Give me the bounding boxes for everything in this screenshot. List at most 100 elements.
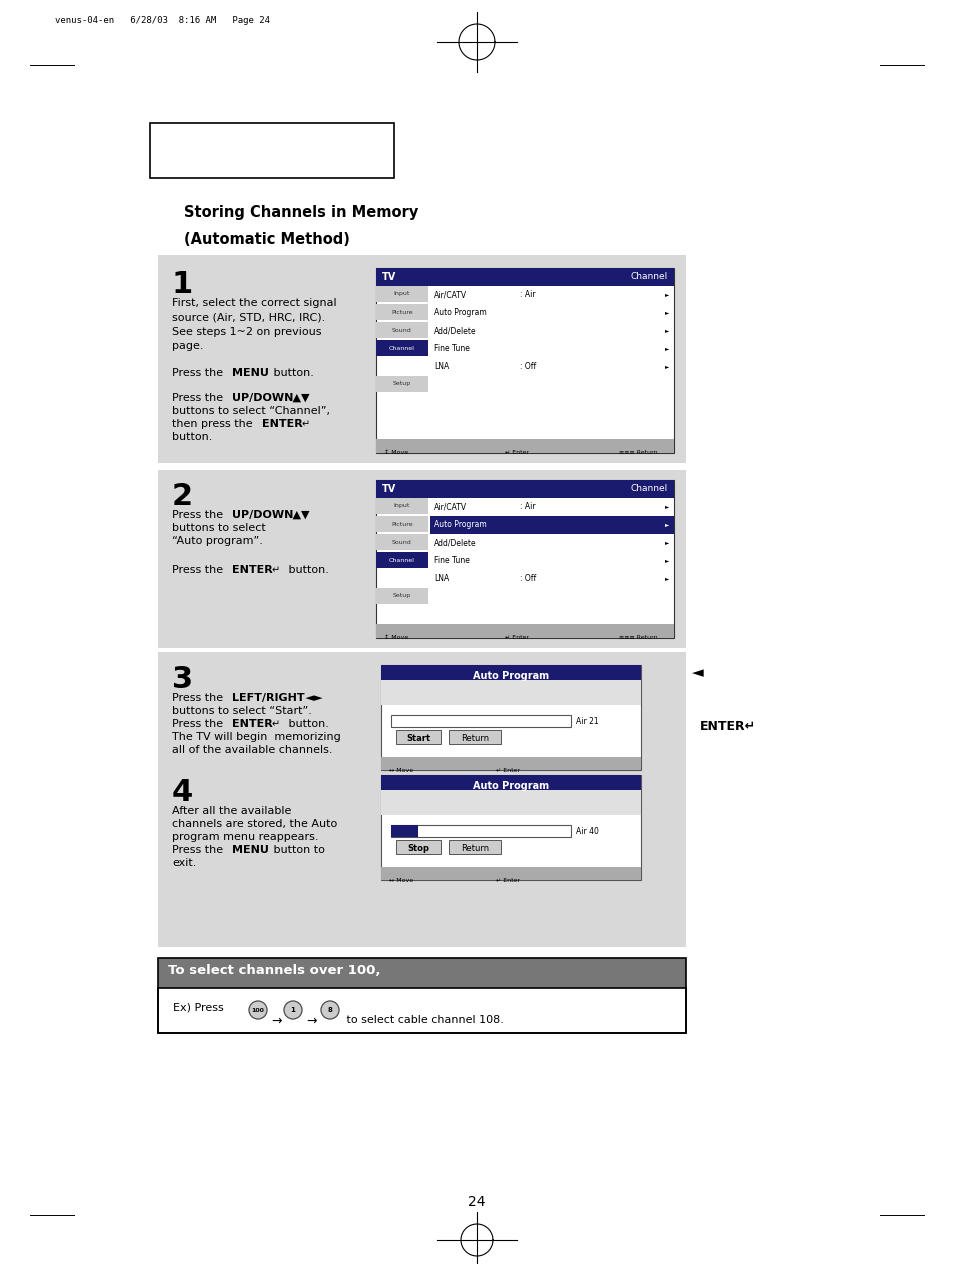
Text: channels are stored, the Auto: channels are stored, the Auto <box>172 819 337 829</box>
Bar <box>375 268 673 453</box>
Bar <box>158 958 685 988</box>
Text: : Off: : Off <box>519 362 536 372</box>
Text: Auto Program: Auto Program <box>473 671 549 681</box>
Text: Input: Input <box>394 503 410 508</box>
Text: Press the: Press the <box>172 393 227 403</box>
Circle shape <box>320 1001 338 1019</box>
Text: →: → <box>271 1015 281 1028</box>
Text: ↔ Move: ↔ Move <box>389 769 413 774</box>
Text: : Off: : Off <box>519 574 536 583</box>
Text: Auto Program: Auto Program <box>434 520 486 530</box>
Text: ENTER↵: ENTER↵ <box>700 720 756 733</box>
Text: button.: button. <box>172 432 213 442</box>
Text: ↵: ↵ <box>302 418 310 428</box>
Text: After all the available: After all the available <box>172 806 291 817</box>
Circle shape <box>249 1001 267 1019</box>
Text: Setup: Setup <box>393 382 411 387</box>
Text: “Auto program”.: “Auto program”. <box>172 536 263 546</box>
Text: Press the: Press the <box>172 368 227 378</box>
Text: 8: 8 <box>327 1007 332 1012</box>
Text: Auto Program: Auto Program <box>473 781 549 791</box>
Bar <box>449 841 500 854</box>
Text: 3: 3 <box>172 665 193 694</box>
Bar <box>380 665 640 685</box>
Text: ↕ Move: ↕ Move <box>384 450 408 455</box>
Text: LEFT/RIGHT: LEFT/RIGHT <box>232 693 304 703</box>
Text: ↵: ↵ <box>272 565 280 575</box>
Text: LNA: LNA <box>434 362 449 372</box>
Text: 1: 1 <box>172 270 193 300</box>
Text: Channel: Channel <box>630 484 667 493</box>
Text: 24: 24 <box>468 1194 485 1208</box>
Text: Setup: Setup <box>393 594 411 598</box>
Text: Channel: Channel <box>389 557 415 562</box>
Text: Ex) Press: Ex) Press <box>172 1002 227 1012</box>
Text: Input: Input <box>394 292 410 297</box>
Text: Stop: Stop <box>407 844 429 853</box>
Bar <box>391 825 417 837</box>
Bar <box>380 680 640 705</box>
Text: UP/DOWN: UP/DOWN <box>232 393 294 403</box>
Text: Channel: Channel <box>389 345 415 350</box>
Text: ◄►: ◄► <box>302 693 322 703</box>
Text: Air 40: Air 40 <box>576 827 598 836</box>
Text: button.: button. <box>285 565 329 575</box>
Text: ↕ Move: ↕ Move <box>384 635 408 640</box>
Text: UP/DOWN: UP/DOWN <box>232 509 294 520</box>
Text: ↵ Enter: ↵ Enter <box>504 635 529 640</box>
Text: buttons to select “Channel”,: buttons to select “Channel”, <box>172 406 330 416</box>
Text: Start: Start <box>406 734 430 743</box>
Bar <box>391 825 571 837</box>
Bar <box>375 286 428 302</box>
Text: Air 21: Air 21 <box>576 717 598 726</box>
Text: to select cable channel 108.: to select cable channel 108. <box>343 1015 503 1025</box>
Text: TV: TV <box>381 272 395 282</box>
Text: buttons to select: buttons to select <box>172 523 266 533</box>
Text: Air/CATV: Air/CATV <box>434 289 467 300</box>
Text: button.: button. <box>270 368 314 378</box>
Text: ≡≡≡ Return: ≡≡≡ Return <box>618 635 657 640</box>
Text: ↔ Move: ↔ Move <box>389 878 413 884</box>
Text: ►: ► <box>664 364 668 369</box>
Text: ►: ► <box>664 346 668 351</box>
Text: all of the available channels.: all of the available channels. <box>172 744 333 755</box>
Text: venus-04-en   6/28/03  8:16 AM   Page 24: venus-04-en 6/28/03 8:16 AM Page 24 <box>55 16 270 25</box>
Text: Channel: Channel <box>630 272 667 281</box>
Text: ►: ► <box>664 329 668 334</box>
Text: ►: ► <box>664 292 668 297</box>
Text: Return: Return <box>460 734 489 743</box>
Text: ►: ► <box>664 541 668 546</box>
Text: buttons to select “Start”.: buttons to select “Start”. <box>172 707 312 715</box>
Bar <box>380 665 640 770</box>
Bar <box>375 375 428 392</box>
Text: Add/Delete: Add/Delete <box>434 538 476 547</box>
Text: LNA: LNA <box>434 574 449 583</box>
Text: Sound: Sound <box>392 327 412 332</box>
Text: TV: TV <box>381 484 395 494</box>
Text: (Automatic Method): (Automatic Method) <box>184 233 350 246</box>
Bar <box>430 516 673 533</box>
Text: ►: ► <box>664 311 668 316</box>
Text: exit.: exit. <box>172 858 196 868</box>
Bar <box>391 715 571 727</box>
Bar <box>449 731 500 744</box>
Text: ►: ► <box>664 504 668 509</box>
Circle shape <box>284 1001 302 1019</box>
Bar <box>375 322 428 337</box>
Bar <box>158 958 685 1033</box>
Bar <box>375 340 428 356</box>
Text: Auto Program: Auto Program <box>434 308 486 317</box>
Text: : Air: : Air <box>519 502 535 511</box>
Text: Press the: Press the <box>172 846 227 854</box>
Bar <box>150 123 394 178</box>
Text: ↵ Enter: ↵ Enter <box>504 450 529 455</box>
Text: 2: 2 <box>172 482 193 511</box>
Bar <box>158 988 685 1033</box>
Text: ENTER: ENTER <box>232 565 273 575</box>
Text: Press the: Press the <box>172 719 227 729</box>
Text: ►: ► <box>664 559 668 564</box>
Bar <box>380 867 640 880</box>
Text: The TV will begin  memorizing: The TV will begin memorizing <box>172 732 340 742</box>
Text: ►: ► <box>664 522 668 527</box>
Text: ◄: ◄ <box>691 665 703 680</box>
